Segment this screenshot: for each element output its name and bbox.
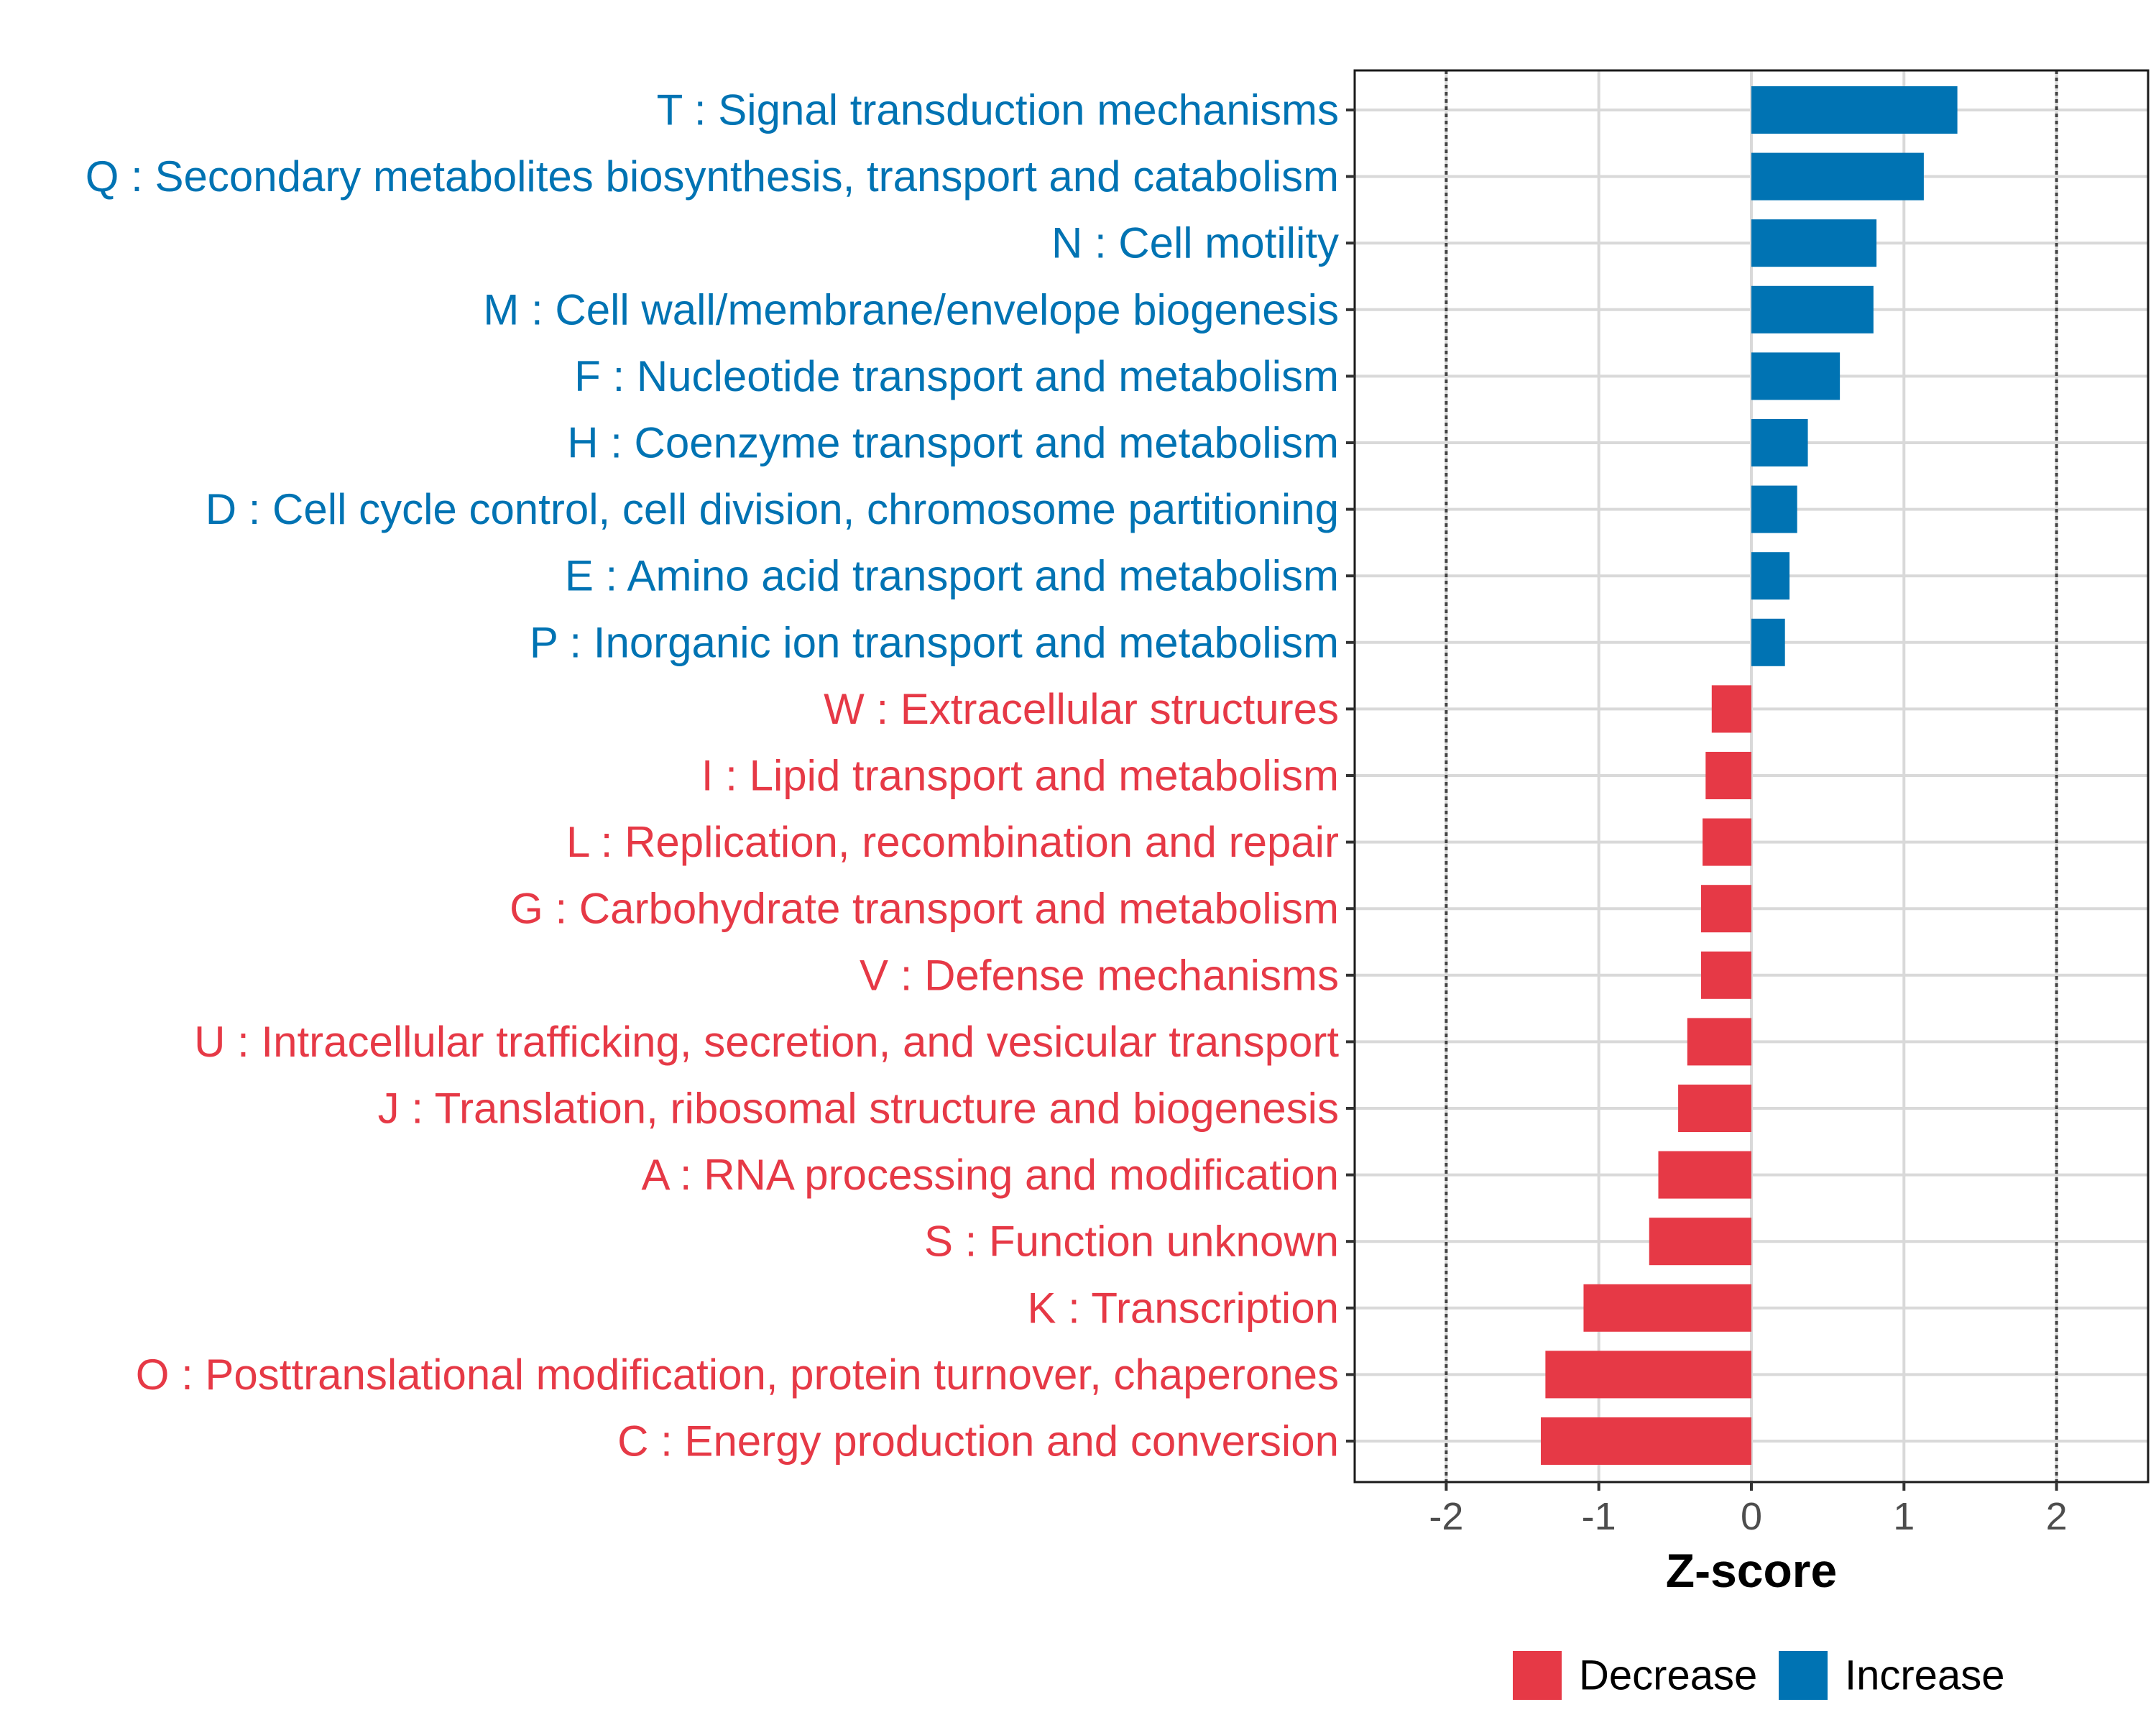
category-label: M : Cell wall/membrane/envelope biogenes… (483, 285, 1339, 334)
category-label: G : Carbohydrate transport and metabolis… (510, 885, 1339, 933)
bar (1700, 951, 1751, 999)
bar (1751, 352, 1841, 400)
category-label: O : Posttranslational modification, prot… (136, 1351, 1339, 1399)
bar (1678, 1085, 1751, 1132)
bar (1649, 1218, 1751, 1266)
category-label: V : Defense mechanisms (860, 951, 1339, 999)
bar (1751, 419, 1808, 466)
x-tick-label: 0 (1741, 1495, 1762, 1538)
bar (1703, 818, 1751, 866)
category-label: I : Lipid transport and metabolism (701, 752, 1339, 800)
category-label: S : Function unknown (924, 1218, 1339, 1266)
category-label: P : Inorganic ion transport and metaboli… (530, 618, 1339, 666)
category-label: H : Coenzyme transport and metabolism (567, 419, 1339, 467)
bar (1751, 618, 1785, 666)
x-tick-label: 2 (2046, 1495, 2068, 1538)
bar (1751, 485, 1797, 533)
category-label: D : Cell cycle control, cell division, c… (206, 485, 1339, 533)
bar (1705, 752, 1751, 799)
legend-label: Increase (1845, 1652, 2004, 1699)
bar (1711, 685, 1751, 733)
category-label: W : Extracellular structures (824, 685, 1339, 733)
category-label: U : Intracellular trafficking, secretion… (194, 1018, 1339, 1066)
x-tick-label: -2 (1429, 1495, 1463, 1538)
category-label: F : Nucleotide transport and metabolism (574, 352, 1339, 400)
bar (1751, 219, 1877, 267)
category-label: T : Signal transduction mechanisms (657, 86, 1339, 134)
bars (1541, 86, 1958, 1465)
x-axis-title: Z-score (1666, 1544, 1837, 1597)
y-axis-ticks (1346, 109, 1355, 1443)
legend-label: Decrease (1579, 1652, 1757, 1699)
bar (1687, 1018, 1751, 1066)
bar (1751, 152, 1924, 201)
category-label: K : Transcription (1027, 1284, 1339, 1332)
category-labels: T : Signal transduction mechanisms Q : Se… (86, 86, 1340, 1466)
category-label: Q : Secondary metabolites biosynthesis, … (86, 152, 1339, 201)
category-label: C : Energy production and conversion (617, 1417, 1339, 1466)
reference-lines (1445, 70, 2058, 1482)
legend-swatch (1513, 1651, 1562, 1700)
category-label: N : Cell motility (1051, 219, 1339, 267)
bar (1751, 285, 1874, 334)
bar (1583, 1284, 1751, 1332)
category-label: A : RNA processing and modification (641, 1151, 1339, 1199)
legend-swatch (1779, 1651, 1828, 1700)
bar (1541, 1417, 1751, 1465)
bar (1545, 1351, 1751, 1399)
x-axis-ticks: -2 -1 0 1 2 (1429, 1482, 2068, 1538)
bar (1700, 885, 1751, 933)
bar (1751, 552, 1790, 600)
bar (1751, 86, 1958, 134)
legend: Decrease Increase (1513, 1651, 2004, 1700)
category-label: E : Amino acid transport and metabolism (565, 552, 1339, 600)
category-label: J : Translation, ribosomal structure and… (378, 1085, 1339, 1133)
category-label: L : Replication, recombination and repai… (566, 818, 1339, 866)
x-tick-label: 1 (1893, 1495, 1915, 1538)
bar (1658, 1151, 1751, 1199)
x-tick-label: -1 (1582, 1495, 1616, 1538)
